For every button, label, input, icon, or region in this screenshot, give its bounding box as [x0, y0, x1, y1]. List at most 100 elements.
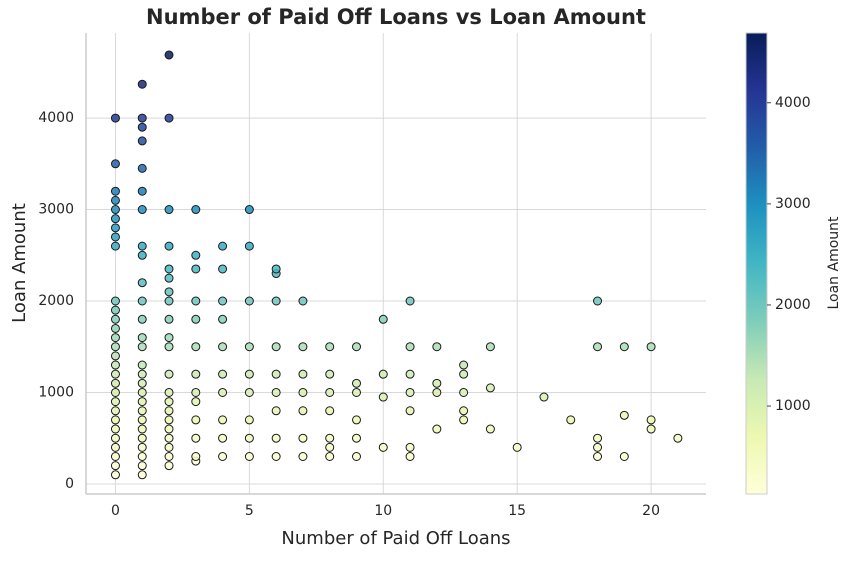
point	[164, 333, 174, 343]
point	[164, 424, 174, 434]
point	[244, 433, 254, 443]
point	[191, 205, 201, 215]
point	[351, 387, 361, 397]
point	[298, 342, 308, 352]
point	[405, 342, 415, 352]
point	[298, 369, 308, 379]
point	[218, 241, 228, 251]
x-tick-label: 15	[508, 503, 526, 519]
point	[298, 433, 308, 443]
point	[137, 79, 147, 89]
point	[137, 186, 147, 196]
chart-title: Number of Paid Off Loans vs Loan Amount	[146, 5, 646, 29]
point	[459, 406, 469, 416]
point	[137, 433, 147, 443]
point	[137, 136, 147, 146]
point	[459, 415, 469, 425]
point	[137, 451, 147, 461]
point	[378, 369, 388, 379]
point	[298, 296, 308, 306]
point	[191, 397, 201, 407]
point	[351, 415, 361, 425]
x-tick-label: 20	[642, 503, 660, 519]
point	[164, 415, 174, 425]
point	[298, 387, 308, 397]
point	[137, 278, 147, 288]
point	[325, 433, 335, 443]
point	[244, 241, 254, 251]
point	[137, 424, 147, 434]
point	[191, 264, 201, 274]
colorbar-label: Loan Amount	[826, 216, 842, 310]
point	[110, 232, 120, 242]
point	[164, 387, 174, 397]
point	[244, 387, 254, 397]
point	[110, 342, 120, 352]
point	[218, 387, 228, 397]
point	[164, 433, 174, 443]
point	[191, 250, 201, 260]
point	[485, 342, 495, 352]
point	[164, 406, 174, 416]
point	[351, 378, 361, 388]
point	[325, 442, 335, 452]
point	[298, 406, 308, 416]
point	[271, 369, 281, 379]
point	[351, 342, 361, 352]
y-tick-label: 2000	[38, 293, 74, 309]
point	[298, 451, 308, 461]
point	[110, 305, 120, 315]
y-tick-label: 1000	[38, 384, 74, 400]
point	[218, 296, 228, 306]
point	[325, 451, 335, 461]
point	[673, 433, 683, 443]
y-tick-label: 3000	[38, 202, 74, 218]
point	[110, 442, 120, 452]
point	[137, 415, 147, 425]
point	[218, 415, 228, 425]
point	[110, 195, 120, 205]
point	[405, 387, 415, 397]
point	[432, 378, 442, 388]
point	[137, 205, 147, 215]
colorbar-tick-label: 2000	[775, 297, 811, 313]
point	[405, 406, 415, 416]
point	[325, 387, 335, 397]
point	[137, 241, 147, 251]
point	[325, 369, 335, 379]
point	[378, 442, 388, 452]
point	[137, 314, 147, 324]
point	[218, 369, 228, 379]
point	[244, 369, 254, 379]
colorbar-tick-label: 3000	[775, 196, 811, 212]
point	[137, 387, 147, 397]
point	[110, 424, 120, 434]
point	[110, 461, 120, 471]
point	[325, 406, 335, 416]
point	[164, 241, 174, 251]
point	[432, 424, 442, 434]
colorbar	[745, 32, 768, 495]
point	[271, 387, 281, 397]
point	[218, 451, 228, 461]
point	[137, 360, 147, 370]
point	[164, 314, 174, 324]
point	[405, 296, 415, 306]
point	[432, 342, 442, 352]
x-tick-label: 10	[374, 503, 392, 519]
y-axis-label: Loan Amount	[9, 203, 30, 323]
point	[271, 433, 281, 443]
point	[137, 369, 147, 379]
point	[164, 113, 174, 123]
point	[191, 387, 201, 397]
point	[593, 296, 603, 306]
colorbar-tick-label: 4000	[775, 95, 811, 111]
point	[646, 424, 656, 434]
point	[137, 470, 147, 480]
point	[137, 397, 147, 407]
point	[164, 397, 174, 407]
point	[485, 383, 495, 393]
point	[619, 410, 629, 420]
point	[191, 415, 201, 425]
point	[271, 451, 281, 461]
